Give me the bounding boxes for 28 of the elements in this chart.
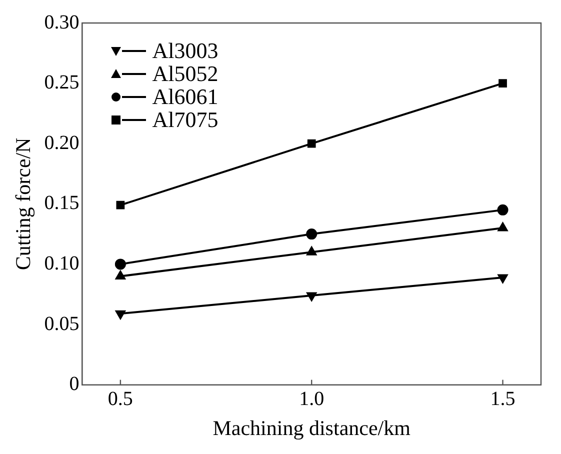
point [116, 270, 126, 280]
x-tick-label: 1.5 [490, 388, 516, 410]
point [116, 310, 126, 320]
y-tick-label: 0.05 [44, 312, 80, 335]
x-tick-label: 0.5 [108, 388, 133, 410]
x-axis-title: Machining distance/km [212, 416, 410, 440]
point [498, 79, 507, 88]
point [498, 274, 508, 283]
point [116, 200, 125, 210]
y-tick-label: 0.15 [44, 192, 80, 214]
legend-label: Al3003 [152, 38, 218, 63]
y-tick-label: 0.10 [44, 252, 80, 274]
legend-label: Al5052 [152, 61, 218, 86]
point [306, 246, 316, 256]
y-axis-title: Cutting force/N [11, 138, 36, 270]
point [114, 258, 126, 270]
y-tick-label: 0.20 [44, 132, 80, 154]
point [306, 228, 318, 240]
legend-label: Al6061 [152, 84, 218, 109]
point [497, 204, 508, 216]
y-tick-label: 0.25 [44, 72, 80, 94]
point [307, 139, 316, 148]
x-tick-label: 1.0 [299, 388, 324, 410]
legend-label: Al7075 [152, 107, 218, 132]
point [306, 292, 316, 302]
y-tick-label: 0.30 [44, 11, 80, 34]
y-tick-label: 0 [69, 373, 80, 396]
point [498, 222, 508, 232]
